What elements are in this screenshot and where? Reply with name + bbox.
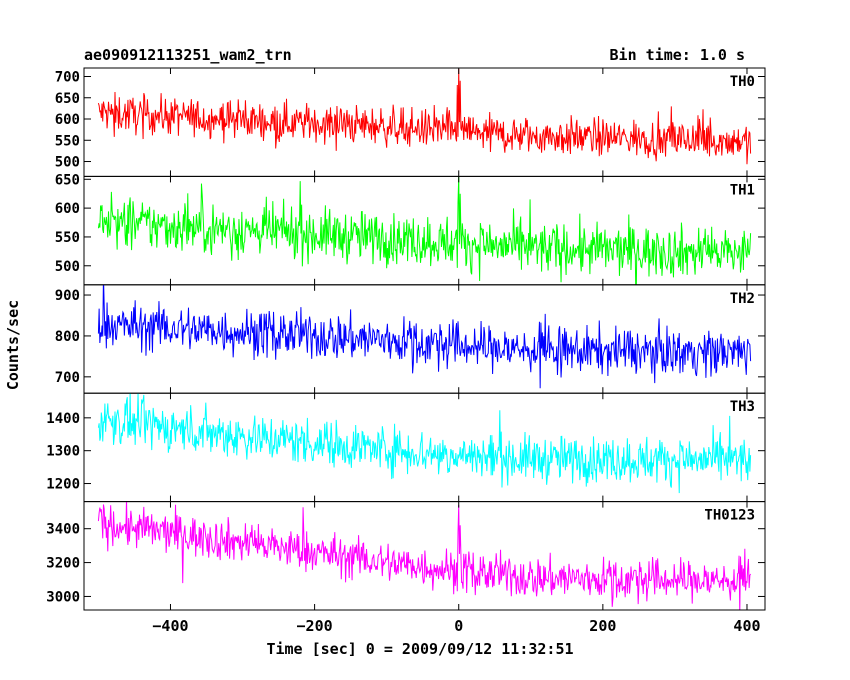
x-tick-label: 400 xyxy=(733,617,760,635)
series-line-th1 xyxy=(97,176,752,285)
y-tick-label: 800 xyxy=(55,329,80,345)
y-axis-label: Counts/sec xyxy=(4,300,22,390)
y-tick-label: 500 xyxy=(55,259,80,275)
y-tick-label: 500 xyxy=(55,155,80,171)
y-tick-label: 900 xyxy=(55,288,80,304)
y-tick-label: 3000 xyxy=(46,589,80,605)
y-tick-label: 1200 xyxy=(46,477,80,493)
y-tick-label: 650 xyxy=(55,91,80,107)
panel-frame xyxy=(83,284,766,394)
x-tick-label: −200 xyxy=(297,617,333,635)
x-tick-label: 0 xyxy=(454,617,463,635)
y-tick-label: 1300 xyxy=(46,444,80,460)
plot-title: ae090912113251_wam2_trn xyxy=(84,46,292,64)
y-tick-label: 650 xyxy=(55,172,80,188)
series-line-th0123 xyxy=(97,501,752,611)
y-tick-label: 700 xyxy=(55,370,80,386)
bin-time-label: Bin time: 1.0 s xyxy=(610,46,745,64)
y-tick-label: 700 xyxy=(55,70,80,86)
y-tick-label: 550 xyxy=(55,230,80,246)
panel-th1: 500 550 600 650 TH1 xyxy=(55,172,766,286)
series-line-th0 xyxy=(97,68,752,165)
panel-th0: 500 550 600 650 700 TH0 xyxy=(55,67,766,177)
y-tick-label: 550 xyxy=(55,133,80,149)
panel-label: TH1 xyxy=(730,182,755,198)
y-tick-label: 600 xyxy=(55,112,80,128)
y-tick-label: 600 xyxy=(55,201,80,217)
x-axis-label: Time [sec] 0 = 2009/09/12 11:32:51 xyxy=(266,640,573,658)
panel-label: TH0123 xyxy=(704,508,755,524)
panel-label: TH0 xyxy=(730,74,755,90)
panels-group: 500 550 600 650 700 TH0 500 550 600 650 TH1 700 800 9… xyxy=(46,67,766,635)
panel-frame xyxy=(83,501,766,611)
x-tick-label: 200 xyxy=(589,617,616,635)
series-line-th2 xyxy=(97,284,752,389)
x-tick-label: −400 xyxy=(152,617,188,635)
y-tick-label: 1400 xyxy=(46,411,80,427)
series-line-th3 xyxy=(97,393,752,494)
panel-th2: 700 800 900 TH2 xyxy=(55,284,766,394)
panel-th0123: 3000 3200 3400 TH0123 xyxy=(46,501,766,611)
panel-label: TH2 xyxy=(730,291,755,307)
y-tick-label: 3200 xyxy=(46,556,80,572)
panel-th3: 1200 1300 1400 TH3 xyxy=(46,392,766,503)
panel-frame xyxy=(83,392,766,503)
y-tick-label: 3400 xyxy=(46,522,80,538)
panel-label: TH3 xyxy=(730,399,755,415)
